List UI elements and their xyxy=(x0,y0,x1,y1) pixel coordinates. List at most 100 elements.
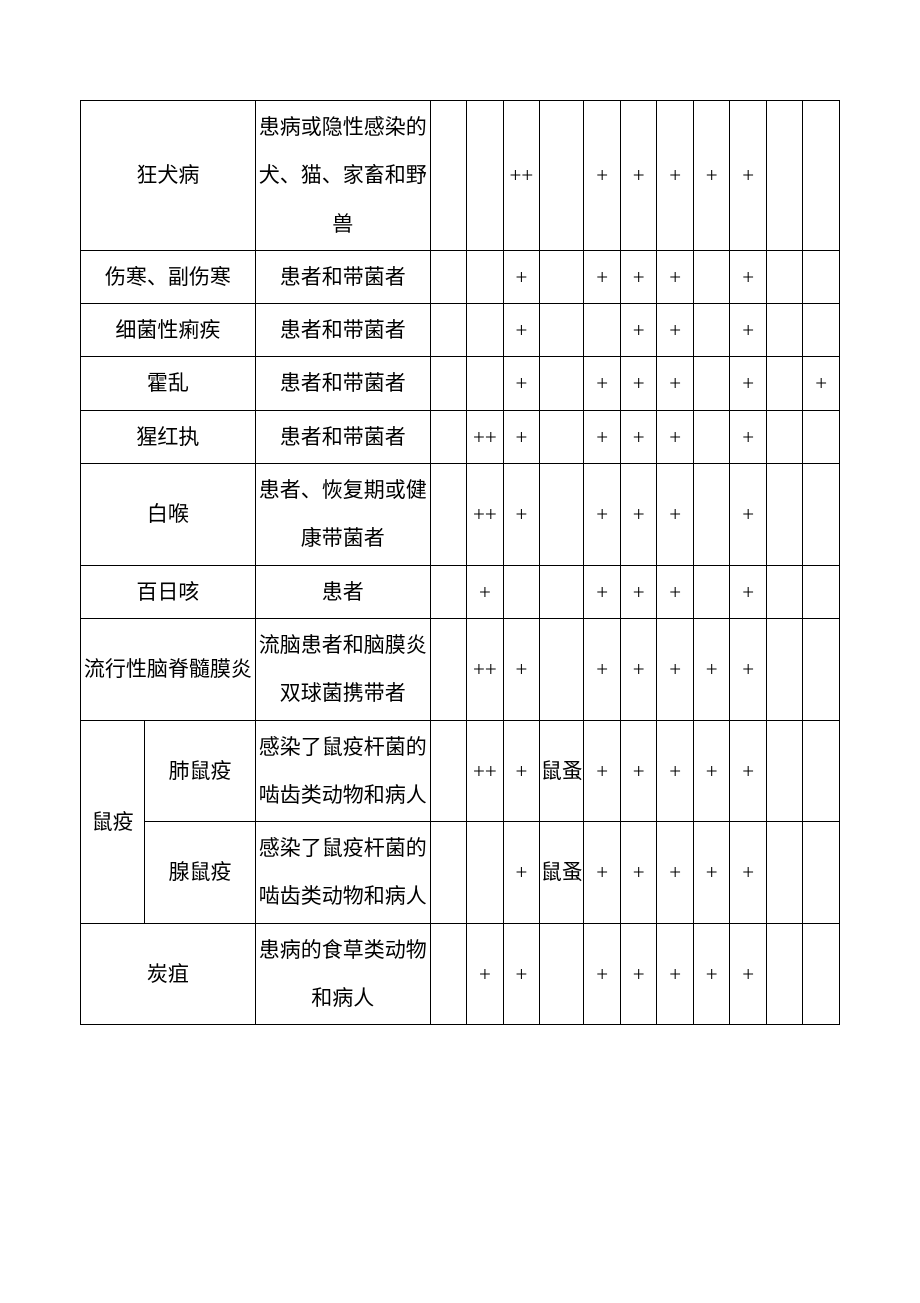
mark-cell xyxy=(467,304,504,357)
mark-cell xyxy=(540,101,584,251)
source: 患者和带菌者 xyxy=(255,410,430,463)
mark-cell: + xyxy=(620,464,657,566)
mark-cell: + xyxy=(503,250,540,303)
mark-cell: + xyxy=(620,822,657,924)
mark-cell: ++ xyxy=(467,720,504,822)
mark-cell xyxy=(803,464,840,566)
mark-cell: + xyxy=(503,618,540,720)
mark-cell xyxy=(693,410,730,463)
mark-cell: + xyxy=(657,101,694,251)
disease-sub: 腺鼠疫 xyxy=(145,822,256,924)
table-row: 细菌性痢疾患者和带菌者++++ xyxy=(81,304,840,357)
table-row: 伤寒、副伤寒患者和带菌者+++++ xyxy=(81,250,840,303)
mark-cell xyxy=(766,464,803,566)
source: 患者和带菌者 xyxy=(255,357,430,410)
mark-cell xyxy=(430,618,467,720)
mark-cell: + xyxy=(730,410,767,463)
source: 流脑患者和脑膜炎双球菌携带者 xyxy=(255,618,430,720)
source: 感染了鼠疫杆菌的啮齿类动物和病人 xyxy=(255,822,430,924)
mark-cell xyxy=(803,720,840,822)
mark-cell xyxy=(430,101,467,251)
mark-cell xyxy=(766,101,803,251)
source: 患者和带菌者 xyxy=(255,304,430,357)
mark-cell: + xyxy=(620,101,657,251)
mark-cell xyxy=(803,101,840,251)
mark-cell: ++ xyxy=(503,101,540,251)
disease-name: 细菌性痢疾 xyxy=(81,304,256,357)
source: 患者 xyxy=(255,565,430,618)
table-row: 白喉患者、恢复期或健康带菌者+++++++ xyxy=(81,464,840,566)
mark-cell xyxy=(766,304,803,357)
mark-cell xyxy=(584,304,621,357)
mark-cell: + xyxy=(693,923,730,1025)
mark-cell xyxy=(766,565,803,618)
mark-cell: + xyxy=(730,720,767,822)
mark-cell xyxy=(803,410,840,463)
mark-cell xyxy=(693,464,730,566)
disease-name: 流行性脑脊髓膜炎 xyxy=(81,618,256,720)
mark-cell: + xyxy=(584,720,621,822)
mark-cell xyxy=(766,250,803,303)
mark-cell: + xyxy=(584,618,621,720)
table-row: 鼠疫肺鼠疫感染了鼠疫杆菌的啮齿类动物和病人+++鼠蚤+++++ xyxy=(81,720,840,822)
mark-cell xyxy=(693,565,730,618)
disease-name: 猩红执 xyxy=(81,410,256,463)
mark-cell: 鼠蚤 xyxy=(540,822,584,924)
disease-name: 炭疽 xyxy=(81,923,256,1025)
mark-cell: + xyxy=(584,923,621,1025)
mark-cell: + xyxy=(730,822,767,924)
disease-name: 伤寒、副伤寒 xyxy=(81,250,256,303)
mark-cell xyxy=(540,464,584,566)
mark-cell xyxy=(803,565,840,618)
mark-cell: + xyxy=(657,822,694,924)
mark-cell: + xyxy=(657,464,694,566)
mark-cell xyxy=(803,822,840,924)
disease-name: 狂犬病 xyxy=(81,101,256,251)
mark-cell xyxy=(467,250,504,303)
mark-cell xyxy=(430,357,467,410)
mark-cell xyxy=(803,923,840,1025)
mark-cell: + xyxy=(584,565,621,618)
source: 患者和带菌者 xyxy=(255,250,430,303)
mark-cell: 鼠蚤 xyxy=(540,720,584,822)
table-row: 百日咳患者+++++ xyxy=(81,565,840,618)
mark-cell: + xyxy=(730,618,767,720)
mark-cell xyxy=(540,923,584,1025)
mark-cell xyxy=(540,410,584,463)
mark-cell: + xyxy=(620,250,657,303)
mark-cell: + xyxy=(584,357,621,410)
mark-cell xyxy=(503,565,540,618)
mark-cell xyxy=(430,410,467,463)
mark-cell: + xyxy=(693,618,730,720)
mark-cell: + xyxy=(620,923,657,1025)
mark-cell: + xyxy=(503,304,540,357)
mark-cell: + xyxy=(503,357,540,410)
mark-cell xyxy=(540,357,584,410)
mark-cell xyxy=(430,923,467,1025)
mark-cell xyxy=(766,822,803,924)
mark-cell xyxy=(803,250,840,303)
disease-name: 霍乱 xyxy=(81,357,256,410)
mark-cell: + xyxy=(730,923,767,1025)
mark-cell: + xyxy=(620,720,657,822)
mark-cell: + xyxy=(584,410,621,463)
mark-cell: + xyxy=(503,410,540,463)
mark-cell: + xyxy=(503,464,540,566)
mark-cell: + xyxy=(620,410,657,463)
table-row: 霍乱患者和带菌者++++++ xyxy=(81,357,840,410)
mark-cell xyxy=(693,357,730,410)
mark-cell: + xyxy=(730,357,767,410)
mark-cell: + xyxy=(657,618,694,720)
mark-cell: + xyxy=(584,822,621,924)
mark-cell: + xyxy=(584,101,621,251)
mark-cell: + xyxy=(657,565,694,618)
mark-cell xyxy=(467,822,504,924)
mark-cell: + xyxy=(657,357,694,410)
mark-cell: + xyxy=(620,565,657,618)
mark-cell xyxy=(540,618,584,720)
mark-cell xyxy=(766,410,803,463)
mark-cell: + xyxy=(503,720,540,822)
table-row: 腺鼠疫感染了鼠疫杆菌的啮齿类动物和病人+鼠蚤+++++ xyxy=(81,822,840,924)
mark-cell xyxy=(766,923,803,1025)
table-row: 流行性脑脊髓膜炎流脑患者和脑膜炎双球菌携带者++++++++ xyxy=(81,618,840,720)
